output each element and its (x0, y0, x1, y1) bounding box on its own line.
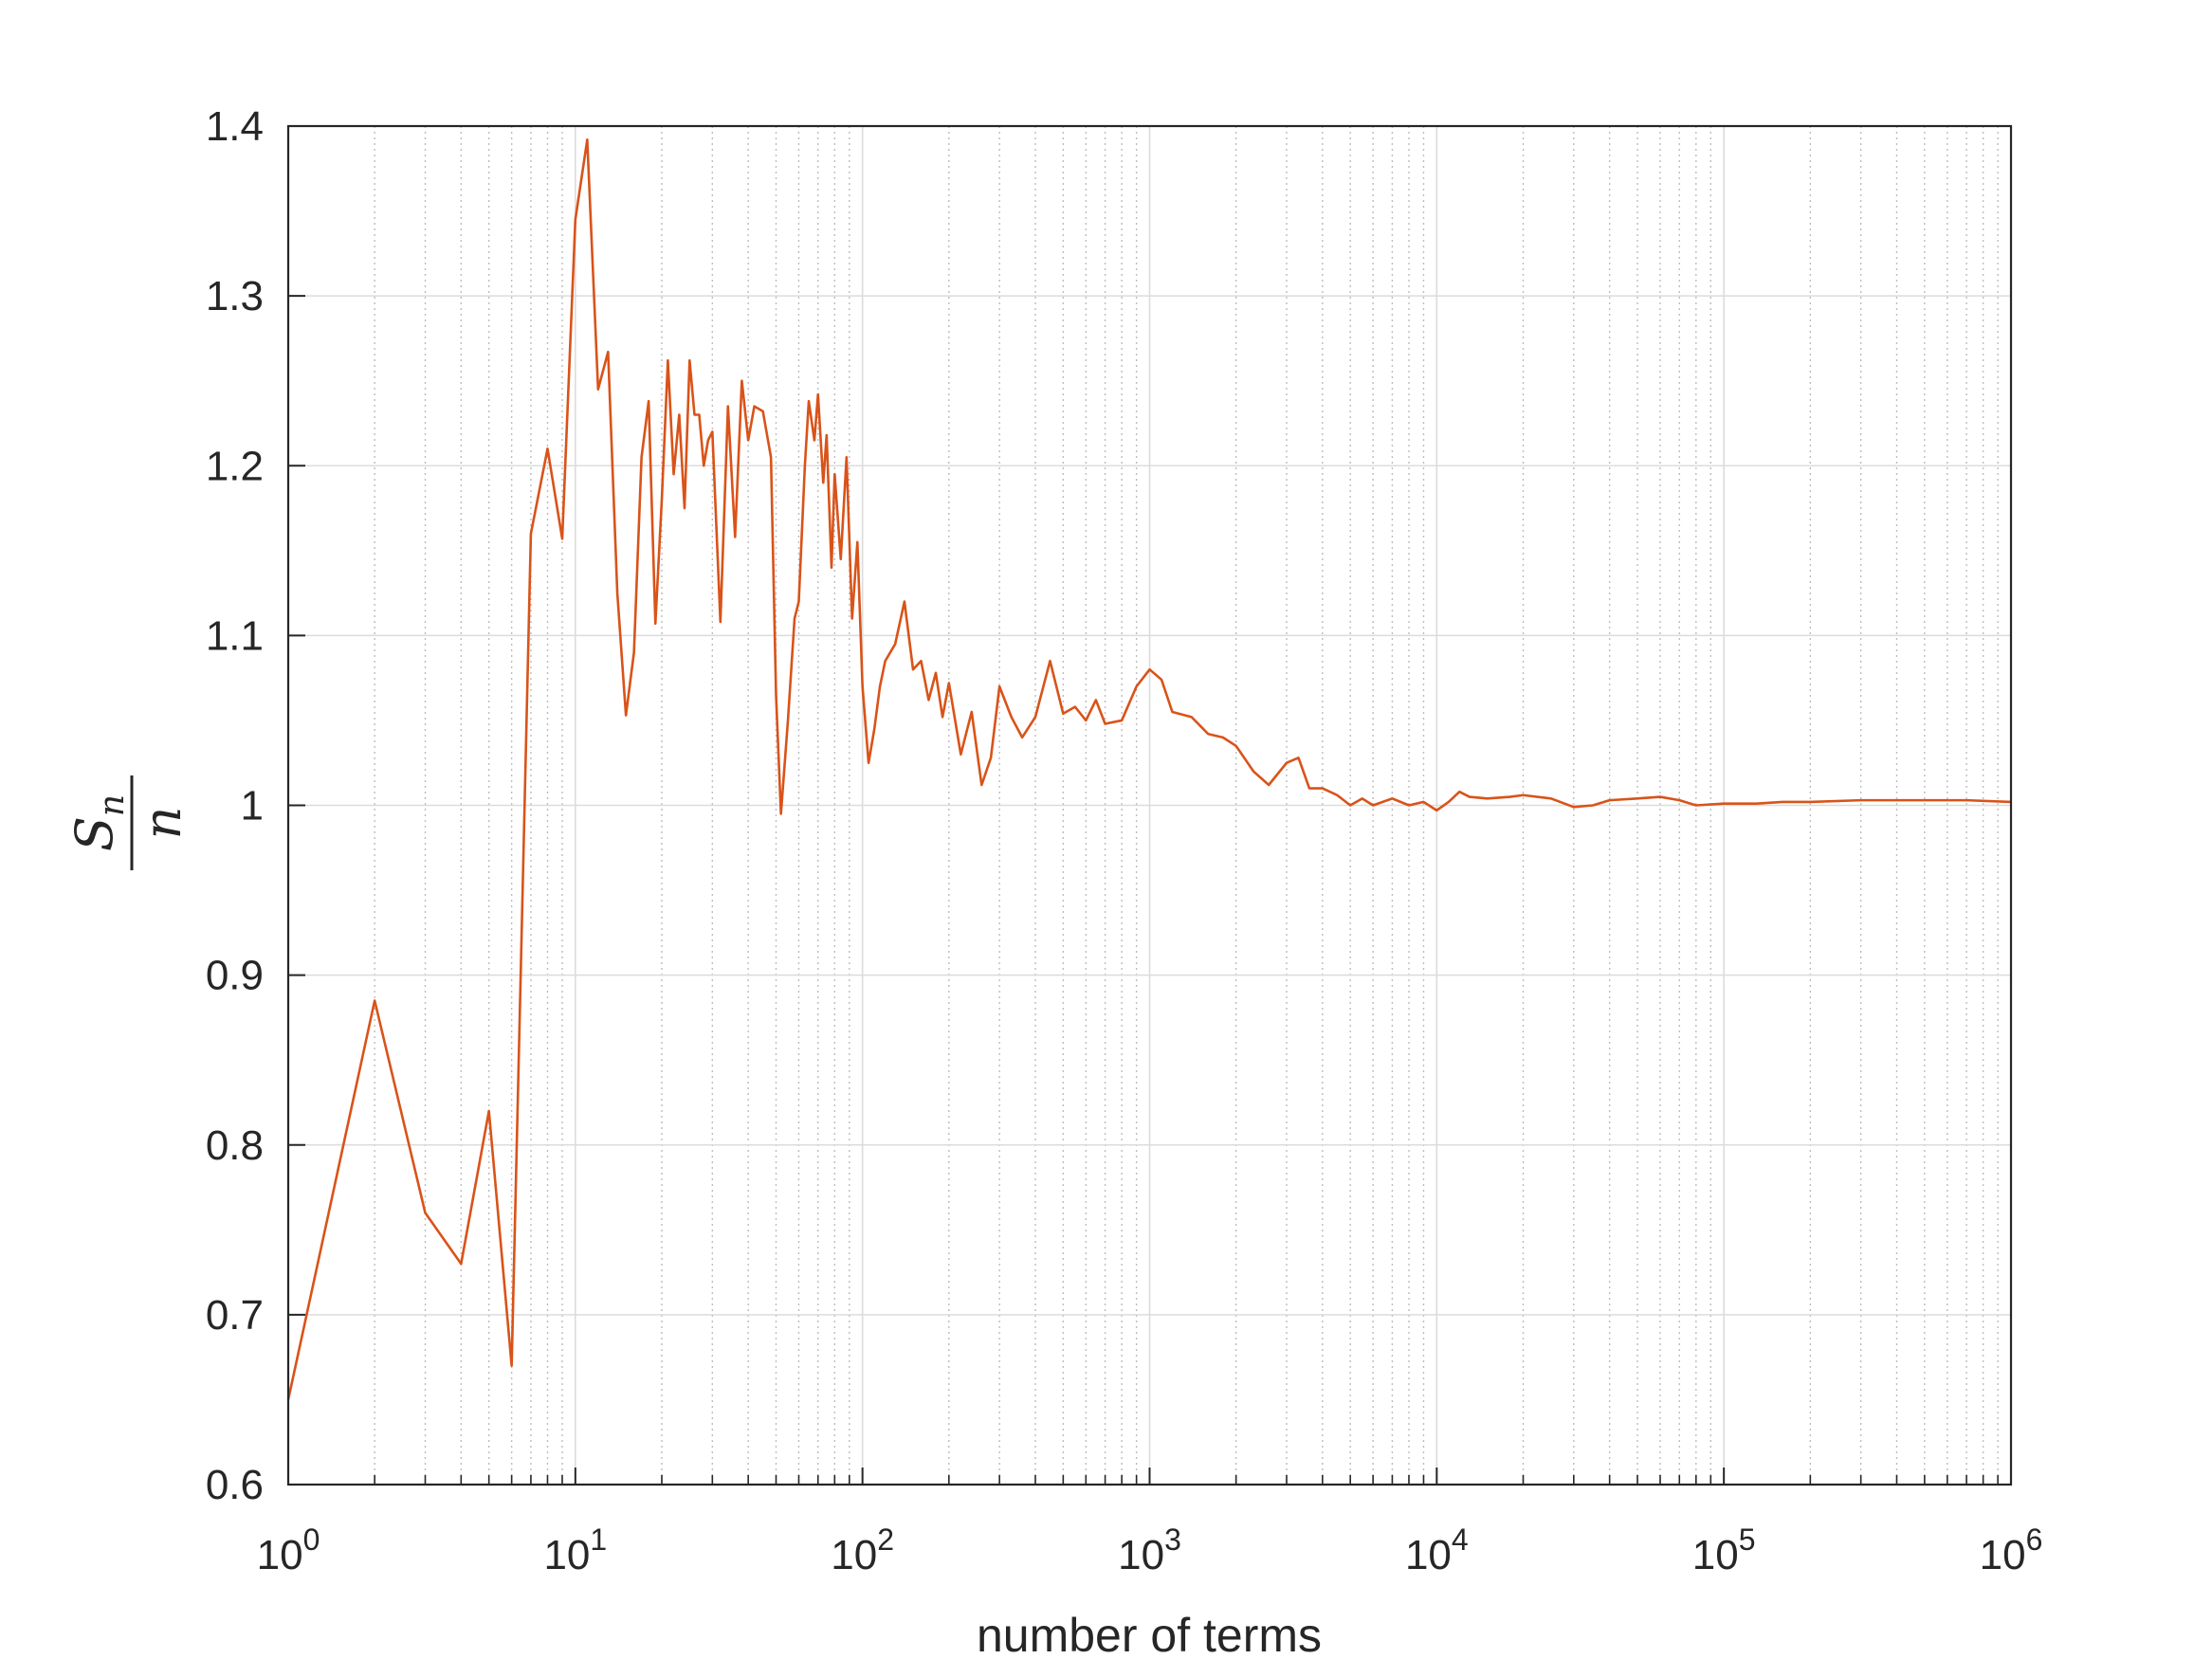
x-tick-label: 104 (1405, 1522, 1469, 1578)
y-tick-label: 1.2 (206, 443, 264, 489)
x-tick-exponent: 0 (303, 1522, 320, 1557)
y-tick-label: 0.9 (206, 953, 264, 999)
x-tick-base: 10 (1980, 1532, 2026, 1578)
x-tick-label: 103 (1118, 1522, 1181, 1578)
grid-lines (287, 125, 2012, 1486)
plot-area (286, 138, 2012, 1400)
x-tick-label: 101 (543, 1522, 607, 1578)
x-tick-exponent: 3 (1164, 1522, 1181, 1557)
x-tick-base: 10 (1405, 1532, 1452, 1578)
x-tick-exponent: 4 (1452, 1522, 1469, 1557)
y-tick-label: 1.1 (206, 612, 264, 659)
y-label-denominator: n (133, 807, 192, 840)
y-tick-labels: 0.6 0.7 0.8 0.9 1 1.1 1.2 1.3 1.4 (206, 103, 264, 1508)
y-tick-label: 0.8 (206, 1122, 264, 1169)
x-tick-base: 10 (1118, 1532, 1164, 1578)
svg-text:Sn: Sn (64, 794, 132, 851)
x-tick-base: 10 (257, 1532, 303, 1578)
x-axis-label: number of terms (977, 1609, 1322, 1659)
axis-ticks (287, 125, 2012, 1486)
x-tick-base: 10 (831, 1532, 877, 1578)
x-tick-labels: 100 101 102 103 104 105 106 (257, 1522, 2043, 1578)
y-axis-label: Sn n (64, 775, 192, 870)
y-tick-label: 0.7 (206, 1292, 264, 1339)
y-tick-label: 1 (241, 783, 264, 830)
x-tick-base: 10 (1692, 1532, 1739, 1578)
y-tick-label: 0.6 (206, 1462, 264, 1508)
x-tick-label: 100 (257, 1522, 320, 1578)
x-tick-exponent: 6 (2026, 1522, 2043, 1557)
x-tick-exponent: 5 (1739, 1522, 1756, 1557)
y-tick-label: 1.3 (206, 273, 264, 319)
y-label-numerator: S (64, 816, 124, 851)
x-tick-base: 10 (543, 1532, 590, 1578)
series-line-0 (286, 138, 2012, 1400)
x-tick-label: 102 (831, 1522, 894, 1578)
x-tick-exponent: 2 (877, 1522, 894, 1557)
x-tick-label: 105 (1692, 1522, 1756, 1578)
y-label-subscript: n (93, 794, 132, 816)
x-tick-exponent: 1 (590, 1522, 607, 1557)
y-tick-label: 1.4 (206, 103, 264, 150)
x-tick-label: 106 (1980, 1522, 2043, 1578)
